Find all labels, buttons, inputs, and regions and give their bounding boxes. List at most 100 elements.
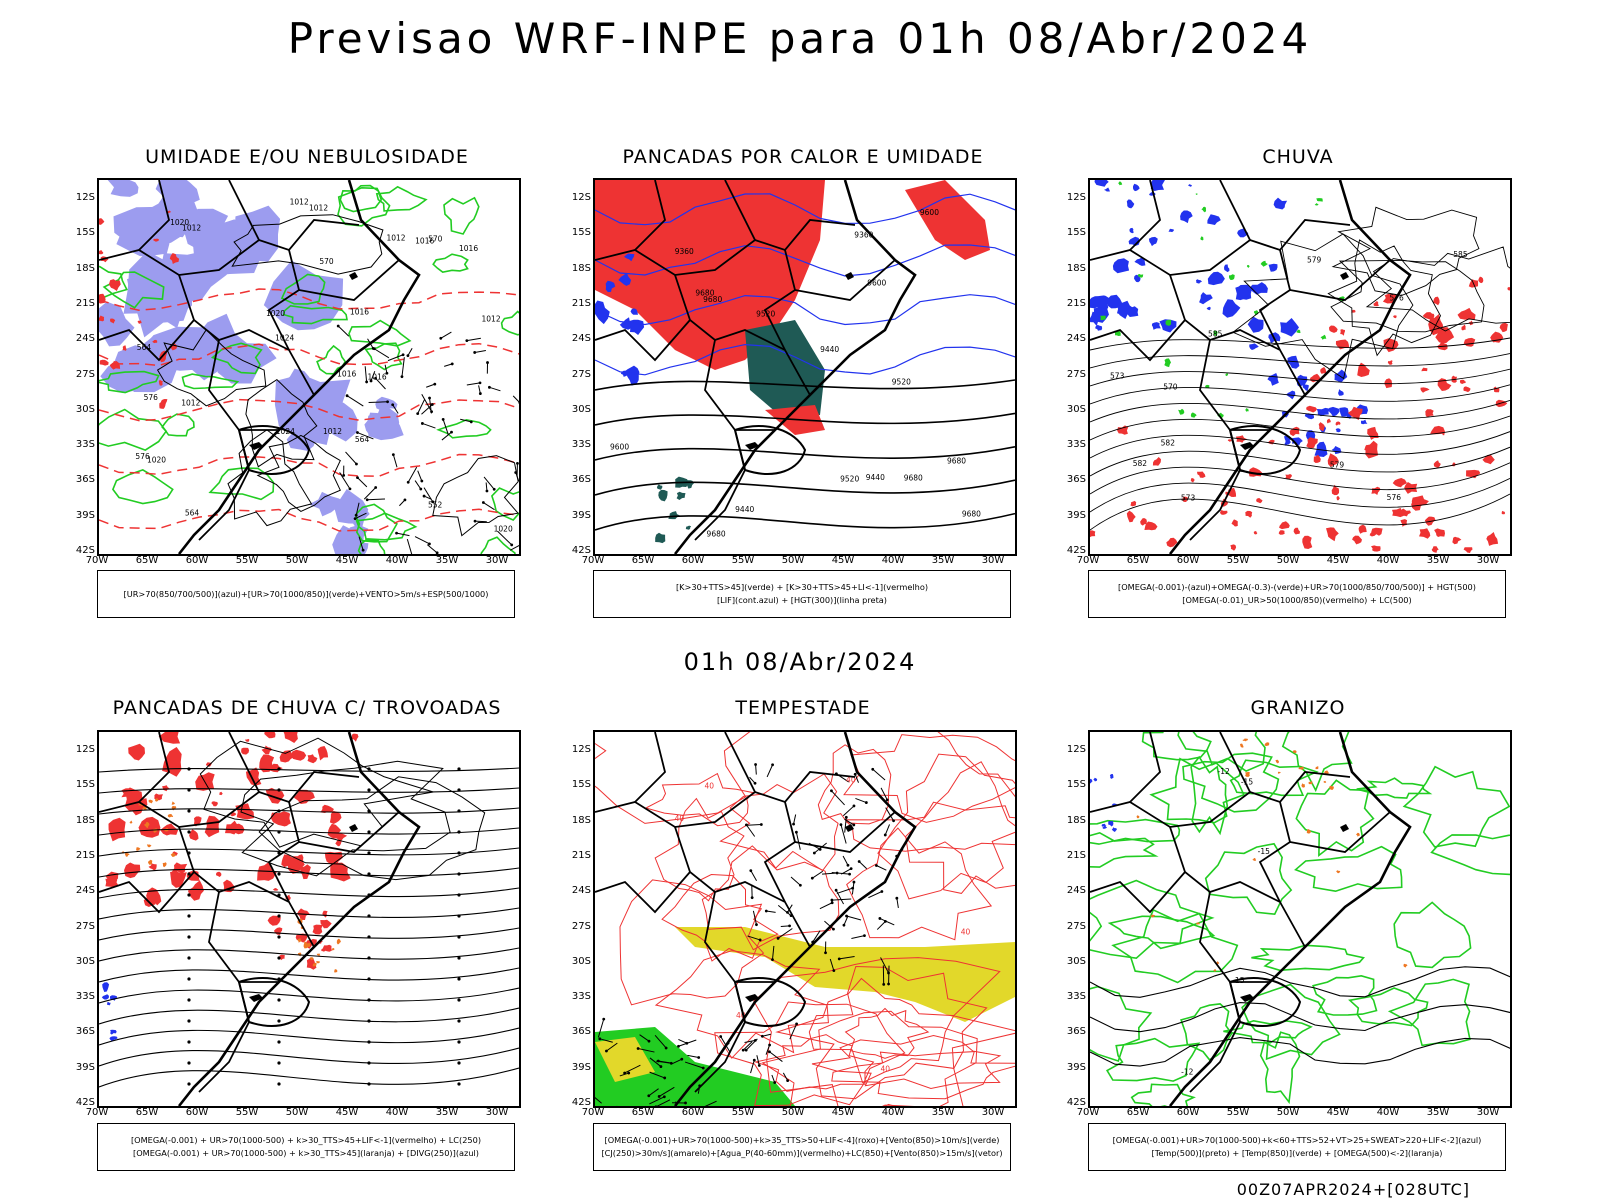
lc850-contour bbox=[644, 772, 754, 827]
omega-green-area bbox=[1195, 193, 1198, 195]
omega-blue-area bbox=[1291, 437, 1303, 446]
contour-label: 570 bbox=[1163, 382, 1178, 391]
panel-5-title: TEMPESTADE bbox=[735, 697, 871, 719]
omega-green-area bbox=[1225, 373, 1229, 377]
humidity-contour-low bbox=[111, 469, 174, 505]
lon-tick-label: 45W bbox=[831, 1107, 855, 1118]
lat-tick-label: 30S bbox=[1066, 955, 1086, 967]
omega-blue-area bbox=[1112, 258, 1130, 274]
contour-label: 579 bbox=[1307, 255, 1322, 264]
wind-vector-head bbox=[602, 1017, 606, 1021]
wind-vector-head bbox=[857, 860, 861, 863]
omega-green-area bbox=[1178, 408, 1185, 415]
wind-vector bbox=[595, 1097, 602, 1104]
wind-vector bbox=[466, 337, 481, 342]
rain-red-area bbox=[1437, 341, 1448, 351]
humidity-area-upper bbox=[283, 368, 314, 398]
flow-arrow bbox=[277, 1082, 281, 1086]
wind-vector-head bbox=[430, 410, 433, 414]
rain-red-area bbox=[1486, 532, 1499, 546]
omega-blue-area bbox=[1280, 318, 1299, 337]
rain-red-area bbox=[1231, 519, 1238, 527]
lat-tick-label: 30S bbox=[571, 403, 591, 415]
lake-marker bbox=[845, 272, 854, 280]
rain-red-area bbox=[1367, 426, 1379, 440]
state-border bbox=[267, 289, 300, 351]
contour-label: 1016 bbox=[368, 373, 387, 382]
omega500-orange-area bbox=[1264, 742, 1270, 747]
streamline bbox=[99, 807, 519, 815]
wind-vector bbox=[396, 532, 410, 537]
wind-vector bbox=[426, 544, 438, 554]
coastline bbox=[1168, 732, 1412, 1106]
thunder-red-area bbox=[281, 820, 288, 827]
flow-arrow bbox=[187, 1040, 191, 1044]
temp850-contour bbox=[1281, 732, 1353, 793]
thunder-red-area bbox=[293, 789, 315, 804]
lat-tick-label: 21S bbox=[75, 297, 95, 309]
wind-vector bbox=[780, 925, 790, 927]
contour-label: 9600 bbox=[920, 208, 939, 217]
flow-arrow bbox=[187, 788, 191, 792]
lon-tick-label: 70W bbox=[1076, 1107, 1100, 1118]
wind-vector bbox=[756, 1055, 760, 1066]
thunder-red-area bbox=[128, 743, 145, 761]
temp850-contour bbox=[1223, 1019, 1313, 1044]
lon-tick-label: 45W bbox=[1326, 555, 1350, 566]
wind-vector-head bbox=[395, 531, 398, 535]
lat-tick-label: 33S bbox=[75, 439, 95, 451]
wind-vector-head bbox=[741, 1048, 745, 1052]
state-border bbox=[634, 180, 666, 251]
wind-vector bbox=[649, 1057, 662, 1067]
rain-red-area bbox=[1420, 387, 1430, 393]
omega-blue-area bbox=[1159, 319, 1177, 333]
thunder-red-area bbox=[351, 733, 359, 742]
humidity-contour-low bbox=[282, 304, 348, 325]
omega500-orange-area bbox=[1213, 969, 1217, 972]
flow-arrow bbox=[277, 1061, 281, 1065]
panel-1-map: 1012 1012 1012 1012 1016 1016 1016 1016 1020 1020… bbox=[97, 178, 521, 556]
omega-green-area bbox=[1137, 274, 1144, 278]
contour-label: 1012 bbox=[323, 427, 342, 436]
humidity-contour-low bbox=[210, 342, 263, 375]
lc850-contour bbox=[905, 761, 1015, 894]
omega500-orange-area bbox=[1275, 759, 1279, 764]
wind-vector-head bbox=[478, 392, 482, 395]
wind-vector bbox=[762, 1033, 771, 1037]
panel-6-title: GRANIZO bbox=[1250, 697, 1346, 719]
lake-marker bbox=[349, 824, 358, 832]
lat-tick-label: 33S bbox=[571, 439, 591, 451]
thunder-red-area bbox=[194, 816, 202, 827]
temp850-contour bbox=[1177, 732, 1266, 773]
wind-vector bbox=[358, 536, 364, 551]
rain-red-area bbox=[1358, 524, 1367, 534]
humidity-area-upper bbox=[99, 301, 135, 347]
state-border bbox=[674, 274, 811, 396]
wind-vector-head bbox=[864, 801, 868, 804]
wind-vector bbox=[374, 348, 390, 359]
contour-label: 9520 bbox=[756, 309, 775, 318]
contour-label: 9680 bbox=[962, 510, 981, 519]
wind-vector-head bbox=[365, 498, 369, 502]
legend-line: [UR>70(850/700/500)](azul)+[UR>70(1000/8… bbox=[123, 588, 489, 599]
wind-vector-head bbox=[428, 542, 431, 546]
wind-vector-head bbox=[837, 957, 841, 961]
thunder-red-area bbox=[235, 803, 255, 820]
rain-red-area bbox=[1326, 527, 1339, 542]
lat-tick-label: 36S bbox=[75, 1026, 95, 1038]
rain-red-area bbox=[1434, 528, 1445, 537]
lc850-contour bbox=[808, 977, 955, 1084]
rain-red-area bbox=[1357, 362, 1370, 377]
panel-1-legend: [UR>70(850/700/500)](azul)+[UR>70(1000/8… bbox=[97, 570, 515, 618]
state-border bbox=[178, 274, 315, 396]
lat-tick-label: 39S bbox=[75, 1061, 95, 1073]
humidity-contour-low bbox=[480, 536, 516, 554]
rain-red-area bbox=[1425, 409, 1434, 418]
wind-vector bbox=[819, 902, 833, 910]
humidity-area-upper bbox=[107, 180, 139, 197]
lc850-contour bbox=[661, 873, 779, 962]
flow-arrow bbox=[367, 1019, 371, 1023]
lat-tick-label: 18S bbox=[571, 814, 591, 826]
omega-blue-area bbox=[1196, 279, 1202, 284]
wind-vector bbox=[844, 818, 855, 826]
